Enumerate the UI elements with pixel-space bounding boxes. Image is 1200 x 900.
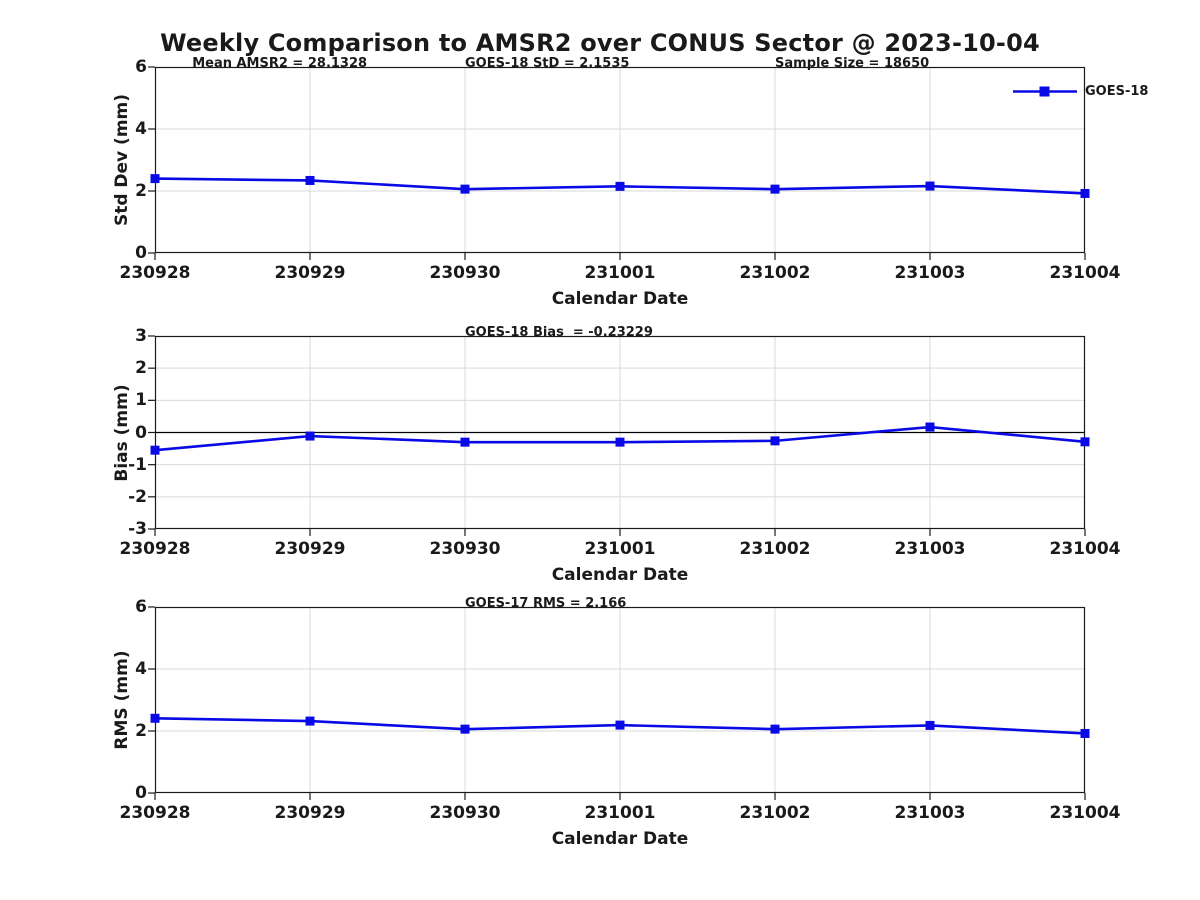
- y-tick-label: -1: [128, 454, 147, 475]
- plot-area: [148, 66, 1090, 260]
- y-axis-label: RMS (mm): [112, 650, 132, 750]
- data-point-marker: [150, 713, 160, 723]
- data-point-marker: [150, 174, 160, 184]
- x-tick-label: 231001: [584, 263, 656, 283]
- legend-line-sample: [1013, 86, 1077, 97]
- data-point-marker: [615, 720, 625, 730]
- figure-title: Weekly Comparison to AMSR2 over CONUS Se…: [160, 29, 1040, 57]
- x-tick-label: 231004: [1049, 803, 1121, 823]
- y-tick-label: 0: [135, 243, 147, 263]
- x-tick-label: 231002: [739, 803, 811, 823]
- y-tick-label: 3: [135, 326, 147, 346]
- stat-annotation: GOES-18 Bias = -0.23229: [464, 325, 653, 340]
- y-axis-label: Bias (mm): [112, 383, 132, 482]
- y-tick-label: 4: [135, 119, 147, 139]
- stat-annotation: GOES-18 StD = 2.1535: [464, 56, 630, 71]
- x-tick-label: 230930: [429, 803, 501, 823]
- data-point-marker: [1080, 188, 1090, 198]
- y-tick-label: 2: [135, 358, 147, 379]
- data-point-marker: [925, 720, 935, 730]
- y-tick-label: 6: [135, 57, 147, 77]
- x-tick-label: 230928: [119, 803, 191, 823]
- x-tick-label: 231002: [739, 263, 811, 283]
- x-tick-label: 230928: [119, 263, 191, 283]
- data-point-marker: [305, 175, 315, 185]
- x-axis-label: Calendar Date: [551, 565, 689, 585]
- data-point-marker: [305, 431, 315, 441]
- x-tick-label: 230929: [274, 539, 346, 559]
- data-point-marker: [460, 437, 470, 447]
- x-tick-label: 231004: [1049, 539, 1121, 559]
- x-axis-label: Calendar Date: [551, 289, 689, 309]
- data-point-marker: [770, 724, 780, 734]
- stat-annotation: Sample Size = 18650: [775, 56, 930, 71]
- data-point-marker: [925, 422, 935, 432]
- x-tick-label: 231001: [584, 539, 656, 559]
- x-tick-label: 230929: [274, 803, 346, 823]
- x-tick-label: 230930: [429, 539, 501, 559]
- x-tick-label: 230929: [274, 263, 346, 283]
- data-point-marker: [1080, 437, 1090, 447]
- data-point-marker: [615, 437, 625, 447]
- data-point-marker: [305, 716, 315, 726]
- data-point-marker: [1080, 728, 1090, 738]
- x-tick-label: 231003: [894, 803, 966, 823]
- y-tick-label: 6: [135, 597, 147, 617]
- y-tick-label: -2: [128, 486, 147, 507]
- x-axis-label: Calendar Date: [551, 829, 689, 849]
- x-tick-label: 231001: [584, 803, 656, 823]
- stat-annotation: Mean AMSR2 = 28.1328: [192, 56, 368, 71]
- data-point-marker: [770, 436, 780, 446]
- x-tick-label: 231003: [894, 263, 966, 283]
- data-point-marker: [770, 184, 780, 194]
- x-tick-label: 231003: [894, 539, 966, 559]
- y-tick-label: 0: [135, 422, 147, 443]
- data-point-marker: [615, 181, 625, 191]
- plot-area: [148, 606, 1090, 800]
- y-tick-label: 0: [135, 783, 147, 803]
- y-tick-label: 2: [135, 181, 147, 201]
- data-point-marker: [460, 184, 470, 194]
- x-tick-label: 230928: [119, 539, 191, 559]
- stat-annotation: GOES-17 RMS = 2.166: [464, 596, 627, 611]
- x-tick-label: 230930: [429, 263, 501, 283]
- y-axis-label: Std Dev (mm): [112, 93, 132, 227]
- data-point-marker: [460, 724, 470, 734]
- plot-area: [148, 335, 1090, 536]
- data-point-marker: [925, 181, 935, 191]
- y-tick-label: 4: [135, 659, 147, 679]
- x-tick-label: 231002: [739, 539, 811, 559]
- data-point-marker: [150, 445, 160, 455]
- legend-label: GOES-18: [1085, 84, 1149, 99]
- y-tick-label: 1: [135, 390, 147, 411]
- legend: GOES-18: [1013, 84, 1148, 99]
- y-tick-label: 2: [135, 721, 147, 741]
- y-tick-label: -3: [128, 519, 147, 539]
- x-tick-label: 231004: [1049, 263, 1121, 283]
